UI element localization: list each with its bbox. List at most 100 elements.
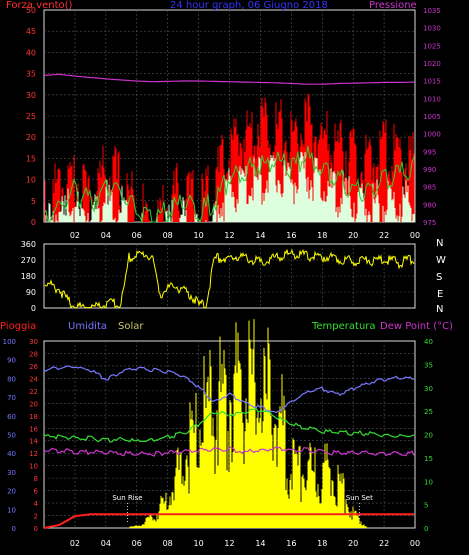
wind-x-tick: 00 <box>410 231 420 240</box>
pressure-y-tick: 1000 <box>423 131 441 139</box>
temperature-y-tick: 5 <box>424 502 428 510</box>
sun-rise-label: Sun Rise <box>112 494 142 502</box>
env-x-tick: 08 <box>163 539 173 548</box>
wind-x-tick: 04 <box>101 231 111 240</box>
rain-y-tick: 4 <box>34 500 39 508</box>
direction-n-top: N <box>436 238 444 249</box>
env-x-tick: 14 <box>255 539 265 548</box>
wind-y-tick: 15 <box>26 154 36 163</box>
wind-y-tick: 40 <box>26 48 36 57</box>
wind-y-tick: 30 <box>26 91 36 100</box>
humidity-y-tick: 40 <box>7 450 16 458</box>
rain-y-tick: 24 <box>29 375 38 383</box>
env-x-tick: 06 <box>132 539 142 548</box>
env-x-tick: 00 <box>410 539 420 548</box>
temperature-y-tick: 30 <box>424 385 433 393</box>
wind-x-tick: 14 <box>255 231 265 240</box>
wind-x-tick: 18 <box>317 231 327 240</box>
wind-x-tick: 20 <box>348 231 358 240</box>
humidity-line <box>43 365 415 414</box>
pressure-y-tick: 990 <box>423 166 436 174</box>
wind-x-tick: 06 <box>132 231 142 240</box>
env-x-tick: 20 <box>348 539 358 548</box>
wind-y-tick: 35 <box>26 70 36 79</box>
rain-y-tick: 22 <box>29 388 38 396</box>
humidity-y-tick: 80 <box>7 375 16 383</box>
wind-x-tick: 12 <box>224 231 234 240</box>
rain-y-tick: 0 <box>34 525 38 533</box>
humidity-y-tick: 10 <box>7 506 16 514</box>
humidity-y-tick: 30 <box>7 469 16 477</box>
env-x-tick: 02 <box>70 539 80 548</box>
temperature-y-tick: 20 <box>424 432 433 440</box>
rain-y-tick: 6 <box>34 488 39 496</box>
humidity-y-tick: 90 <box>7 357 16 365</box>
env-x-tick: 12 <box>224 539 234 548</box>
wind-header: Forza vento() <box>6 0 73 11</box>
direction-n-bottom: N <box>436 304 444 315</box>
wind-y-tick: 25 <box>26 112 36 121</box>
direction-s: S <box>436 272 443 283</box>
pressure-y-tick: 1005 <box>423 113 441 121</box>
wind-x-tick: 02 <box>70 231 80 240</box>
env-x-tick: 10 <box>193 539 203 548</box>
pressure-y-tick: 1010 <box>423 95 441 103</box>
humidity-y-tick: 70 <box>7 394 16 402</box>
temperature-y-tick: 40 <box>424 338 433 346</box>
dew-point-line <box>43 446 415 457</box>
humidity-y-tick: 20 <box>7 488 16 496</box>
rain-y-tick: 18 <box>29 413 38 421</box>
direction-w: W <box>436 255 446 266</box>
rain-line <box>43 513 414 529</box>
pressure-y-tick: 1015 <box>423 78 441 86</box>
wind-y-tick: 10 <box>26 176 36 185</box>
rain-y-tick: 28 <box>29 350 38 358</box>
pressure-y-tick: 980 <box>423 201 436 209</box>
env-x-tick: 04 <box>101 539 111 548</box>
direction-y-tick: 270 <box>21 256 36 265</box>
solar-header: Solar <box>118 321 144 332</box>
dew-point-header: Dew Point (°C) <box>380 321 454 332</box>
graph-title: 24 hour graph, 06 Giugno 2018 <box>170 0 328 11</box>
rain-y-tick: 26 <box>29 363 38 371</box>
wind-y-tick: 20 <box>26 133 36 142</box>
rain-y-tick: 20 <box>29 400 38 408</box>
direction-y-tick: 0 <box>31 304 36 313</box>
wind-y-tick: 5 <box>31 197 36 206</box>
humidity-y-tick: 50 <box>7 432 16 440</box>
humidity-y-tick: 100 <box>3 338 16 346</box>
pressure-line <box>43 73 414 85</box>
temperature-y-tick: 25 <box>424 408 433 416</box>
humidity-header: Umidita <box>68 321 108 332</box>
pressure-y-tick: 995 <box>423 148 436 156</box>
pressure-y-tick: 1035 <box>423 7 441 15</box>
wind-direction-line <box>44 248 415 309</box>
pressure-y-tick: 1020 <box>423 60 441 68</box>
direction-y-tick: 360 <box>21 240 36 249</box>
rain-y-tick: 2 <box>34 513 38 521</box>
direction-y-tick: 180 <box>21 272 36 281</box>
temperature-y-tick: 10 <box>424 478 433 486</box>
wind-x-tick: 08 <box>163 231 173 240</box>
humidity-y-tick: 60 <box>7 413 16 421</box>
wind-y-tick: 0 <box>31 218 36 227</box>
rain-y-tick: 14 <box>29 438 38 446</box>
wind-x-tick: 10 <box>193 231 203 240</box>
temperature-y-tick: 15 <box>424 455 433 463</box>
env-x-tick: 22 <box>379 539 389 548</box>
temperature-header: Temperatura <box>312 321 376 332</box>
pressure-y-tick: 975 <box>423 219 436 227</box>
temperature-line <box>43 407 415 443</box>
wind-y-tick: 45 <box>26 27 36 36</box>
rain-y-tick: 10 <box>29 463 38 471</box>
env-x-tick: 16 <box>286 539 296 548</box>
rain-y-tick: 30 <box>29 338 38 346</box>
wind-y-tick: 50 <box>26 6 36 15</box>
wind-x-tick: 22 <box>379 231 389 240</box>
rain-header: Pioggia <box>0 321 37 332</box>
direction-y-tick: 90 <box>26 288 36 297</box>
pressure-y-tick: 1025 <box>423 42 441 50</box>
humidity-y-tick: 0 <box>12 525 16 533</box>
direction-e: E <box>437 289 444 300</box>
